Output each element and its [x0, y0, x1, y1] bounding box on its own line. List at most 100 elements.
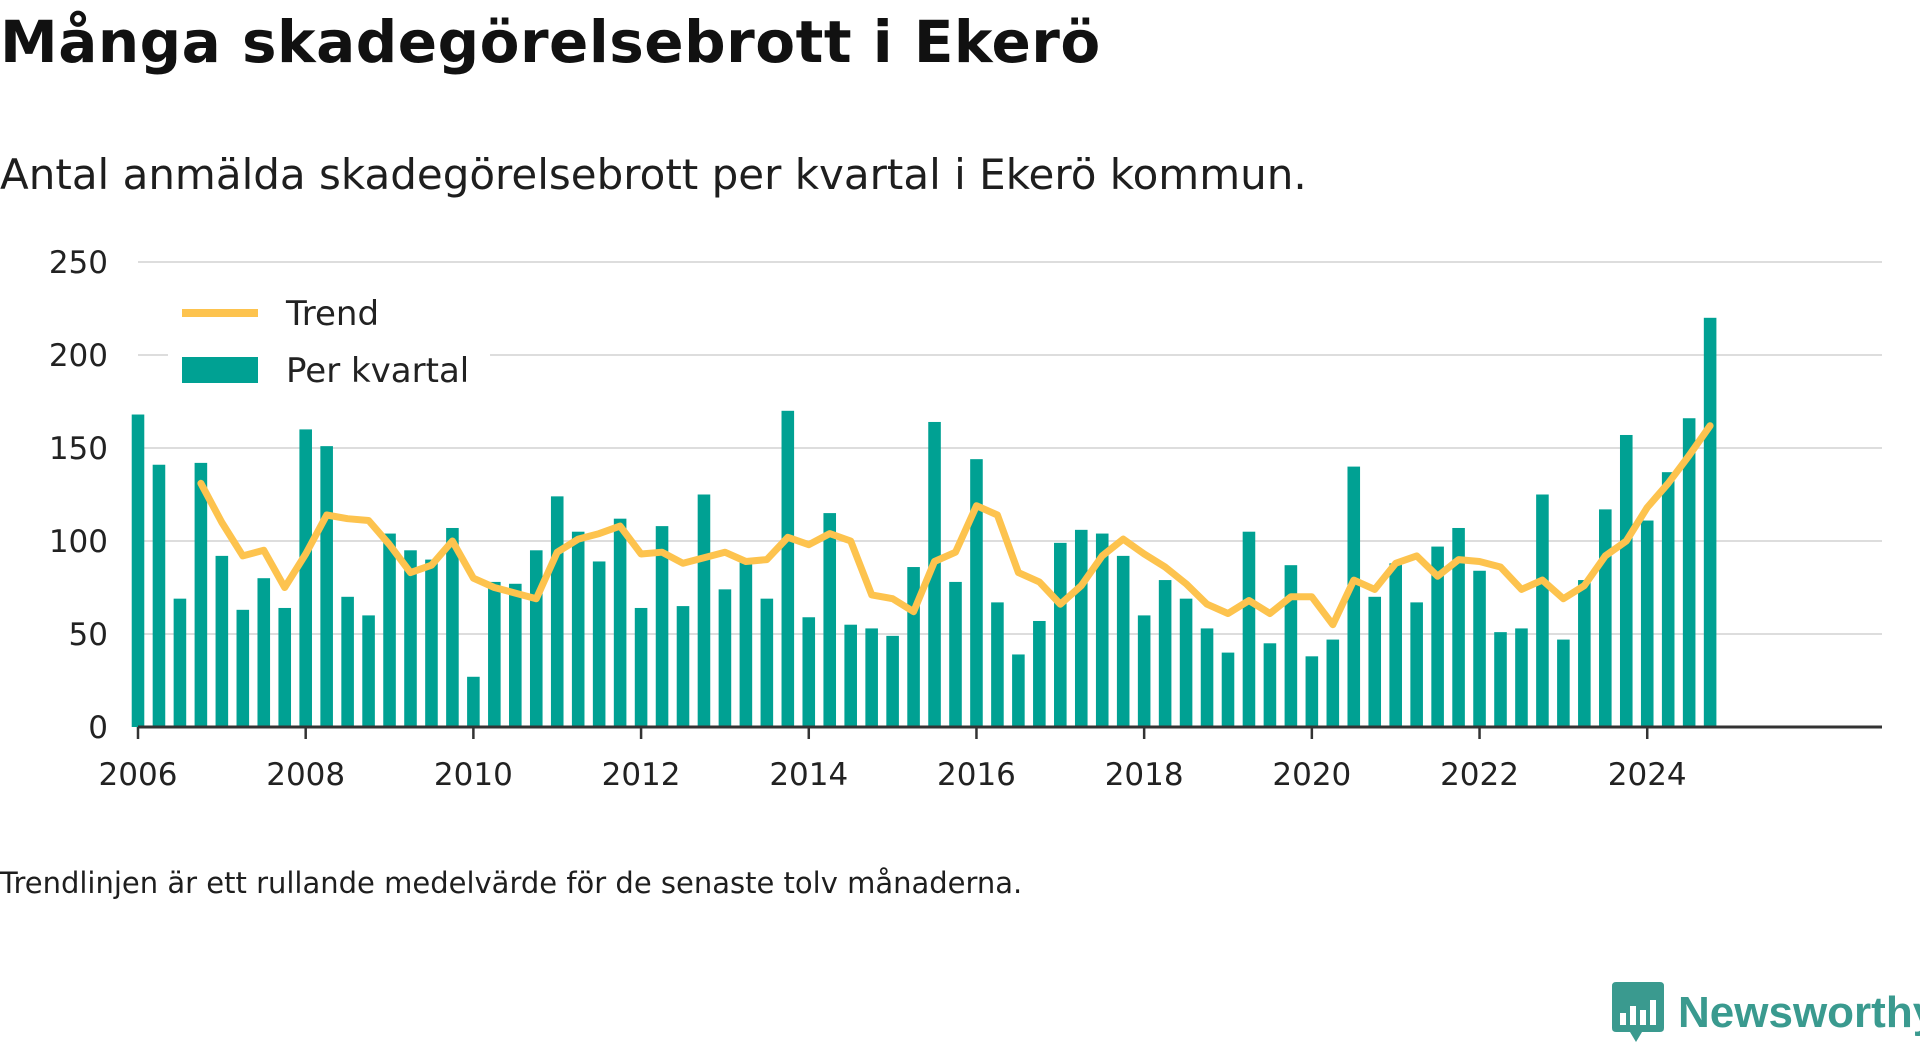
bar — [1033, 620, 1046, 727]
bar — [257, 578, 271, 727]
bar — [1368, 596, 1382, 727]
y-tick-label: 100 — [49, 524, 108, 560]
bar — [1242, 531, 1256, 727]
y-tick-label: 150 — [49, 431, 108, 467]
bar — [1095, 533, 1109, 727]
bar — [320, 446, 333, 727]
trend-series — [197, 422, 1714, 629]
bar — [634, 607, 648, 727]
bar — [760, 598, 774, 727]
bar — [1263, 643, 1277, 727]
bar — [970, 459, 983, 727]
y-tick-label: 250 — [49, 245, 108, 281]
bar — [949, 581, 962, 727]
bar — [194, 462, 208, 727]
bar — [278, 607, 292, 727]
bar — [1012, 654, 1025, 727]
bar — [781, 410, 795, 727]
bar — [131, 414, 145, 727]
bar — [215, 555, 229, 727]
legend-bar-swatch — [182, 357, 258, 383]
x-tick-label: 2012 — [602, 757, 681, 793]
x-tick-label: 2008 — [266, 757, 345, 793]
newsworthy-chart-icon — [1612, 982, 1664, 1042]
bar — [550, 496, 564, 727]
bar — [1557, 639, 1570, 727]
bar — [802, 617, 816, 727]
bar — [697, 494, 711, 727]
bar — [1389, 563, 1402, 727]
x-axis: 2006 2008 2010 2012 2014 2016 2018 2020 2022 2024 — [99, 725, 1882, 793]
bar — [1536, 494, 1549, 727]
bar — [1200, 628, 1214, 727]
x-tick-label: 2014 — [769, 757, 848, 793]
brand-name: Newsworthy — [1678, 988, 1920, 1037]
bar — [173, 598, 187, 727]
bar — [592, 561, 606, 727]
y-axis-ticks: 0 50 100 150 200 250 — [49, 245, 108, 746]
bar — [1347, 466, 1361, 727]
bar — [1116, 555, 1130, 727]
bar — [1640, 520, 1654, 727]
bar — [1284, 565, 1298, 727]
bar — [1703, 317, 1717, 727]
bar — [509, 583, 522, 727]
bar — [739, 559, 753, 727]
bar — [383, 533, 396, 727]
bar — [571, 531, 585, 727]
brand-logo[interactable]: Newsworthy — [1612, 982, 1920, 1044]
x-tick-label: 2020 — [1272, 757, 1351, 793]
bar — [1074, 529, 1088, 727]
bar — [425, 559, 438, 727]
bar — [529, 550, 543, 727]
bar — [1179, 598, 1193, 727]
bar — [823, 513, 837, 727]
x-tick-label: 2024 — [1608, 757, 1687, 793]
x-tick-label: 2022 — [1440, 757, 1519, 793]
bar — [1158, 580, 1172, 727]
bar — [907, 567, 920, 727]
bar — [1682, 418, 1696, 727]
chart-subtitle: Antal anmälda skadegörelsebrott per kvar… — [0, 150, 1307, 199]
bar — [341, 596, 354, 727]
x-tick-label: 2006 — [99, 757, 178, 793]
bar — [299, 429, 312, 727]
bar — [1137, 615, 1151, 727]
chart-title: Många skadegörelsebrott i Ekerö — [0, 8, 1101, 76]
legend-bar-label: Per kvartal — [286, 351, 469, 391]
bar — [236, 609, 250, 727]
bar — [1578, 580, 1591, 727]
bar — [1305, 656, 1319, 727]
bar — [1410, 602, 1423, 727]
trend-line — [197, 422, 1714, 629]
bar — [1473, 570, 1486, 727]
bar — [362, 615, 375, 727]
bar-series — [131, 317, 1717, 727]
bar — [676, 606, 690, 727]
bar — [152, 464, 166, 727]
y-tick-label: 200 — [49, 338, 108, 374]
bar — [1599, 509, 1612, 727]
y-tick-label: 0 — [88, 710, 108, 746]
bar — [865, 628, 878, 727]
bar — [1221, 652, 1235, 727]
bar — [613, 518, 627, 727]
legend-trend-label: Trend — [285, 294, 379, 334]
bar — [1054, 542, 1067, 727]
bar — [467, 676, 480, 727]
x-tick-label: 2018 — [1105, 757, 1184, 793]
y-tick-label: 50 — [69, 617, 108, 653]
bar — [404, 550, 417, 727]
bar — [446, 527, 459, 727]
bar — [928, 421, 941, 727]
bar — [1619, 434, 1633, 727]
legend: Trend Per kvartal — [168, 282, 490, 402]
bar — [886, 635, 899, 727]
bar — [844, 624, 857, 727]
bar — [991, 602, 1004, 727]
x-tick-label: 2016 — [937, 757, 1016, 793]
bar — [1326, 639, 1340, 727]
x-tick-label: 2010 — [434, 757, 513, 793]
bar — [488, 581, 501, 727]
